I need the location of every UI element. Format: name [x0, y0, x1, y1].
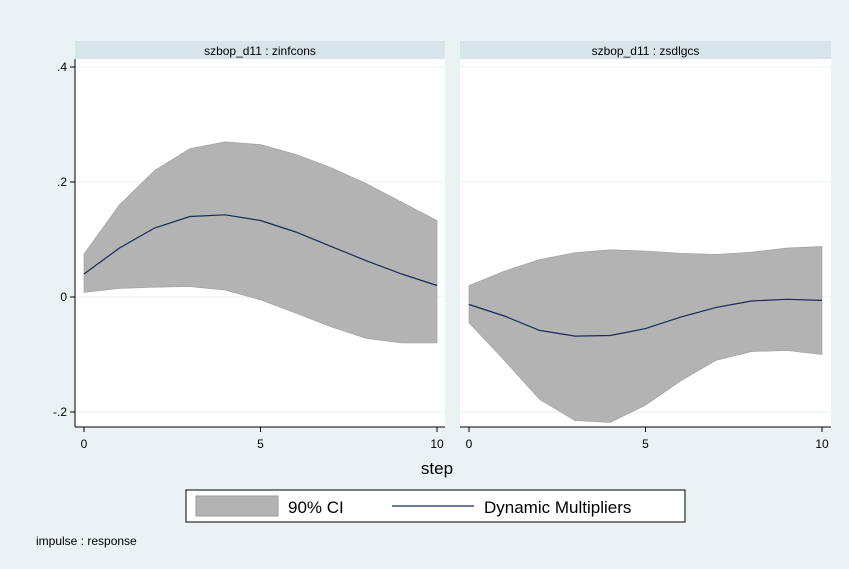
ci-band: [468, 246, 823, 423]
x-axis-label: step: [421, 459, 453, 478]
y-tick-label: .4: [57, 60, 67, 74]
x-tick-label: 5: [642, 437, 649, 451]
impulse-response-note: impulse : response: [36, 534, 137, 548]
x-tick-label: 0: [81, 437, 88, 451]
x-tick-label: 10: [815, 437, 829, 451]
dynamic-multipliers-line: [468, 298, 823, 337]
x-tick-label: 0: [466, 437, 473, 451]
panel-1: szbop_d11 : zinfcons 0 5 10: [75, 41, 445, 451]
legend: 90% CI Dynamic Multipliers: [185, 489, 686, 523]
panel-2: szbop_d11 : zsdlgcs 0 5 10: [460, 41, 831, 451]
y-axis: -.2 0 .2 .4: [53, 59, 76, 427]
dynamic-multipliers-line: [83, 214, 438, 287]
ci-band: [83, 141, 438, 344]
y-tick-label: 0: [60, 290, 67, 304]
legend-ci-label: 90% CI: [288, 498, 344, 517]
y-tick-label: .2: [57, 175, 67, 189]
panel-title: szbop_d11 : zinfcons: [204, 44, 316, 58]
panel-title-strip: [75, 41, 445, 59]
panel-title-strip: [460, 41, 831, 59]
x-tick-label: 10: [430, 437, 444, 451]
x-tick-label: 5: [257, 437, 264, 451]
legend-ci-swatch: [195, 495, 279, 517]
legend-line-label: Dynamic Multipliers: [484, 498, 631, 517]
y-tick-label: -.2: [53, 405, 67, 419]
panel-title: szbop_d11 : zsdlgcs: [592, 44, 700, 58]
